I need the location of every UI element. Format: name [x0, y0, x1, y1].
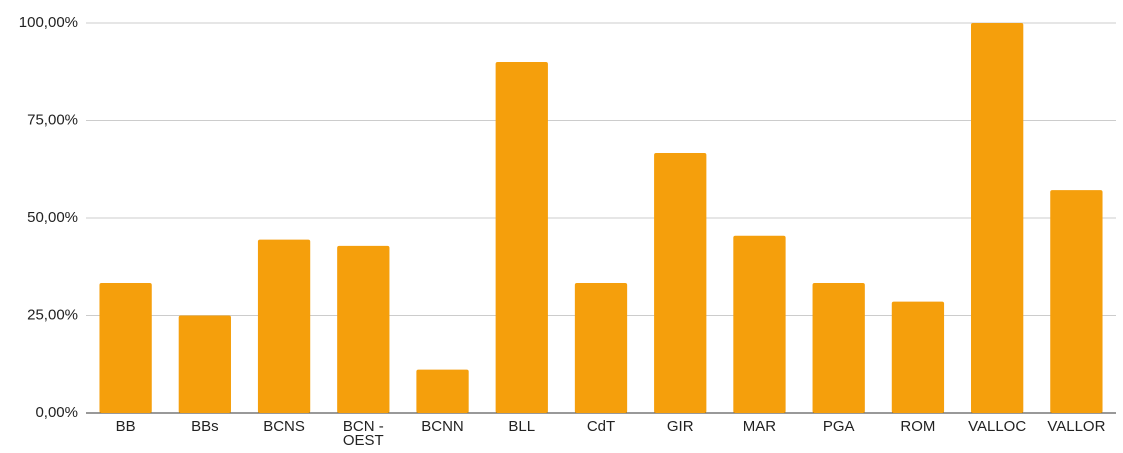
y-tick-label: 100,00%	[19, 14, 78, 31]
bar	[574, 283, 628, 413]
x-tick-label: VALLOC	[968, 418, 1027, 435]
x-tick-label: PGA	[822, 418, 855, 435]
x-tick-label: VALLOR	[1047, 418, 1106, 435]
bar	[733, 235, 786, 413]
x-tick-label: BCNN	[421, 418, 464, 435]
bar	[495, 62, 548, 413]
bar	[654, 152, 707, 413]
x-tick-label: ROM	[900, 418, 936, 435]
x-tick-label: GIR	[666, 418, 694, 435]
bar	[99, 283, 152, 413]
x-tick-label: BLL	[508, 418, 536, 435]
y-tick-label: 0,00%	[35, 404, 78, 421]
bar	[416, 369, 469, 413]
bar	[178, 315, 231, 413]
bar	[337, 245, 390, 413]
x-tick-label: CdT	[586, 418, 616, 435]
x-tick-label: BCN - OEST	[342, 418, 384, 449]
y-tick-label: 25,00%	[27, 306, 78, 323]
y-tick-label: 50,00%	[27, 209, 78, 226]
bar	[1050, 190, 1103, 413]
y-tick-label: 75,00%	[27, 111, 78, 128]
bar	[257, 239, 311, 413]
x-tick-label: BBs	[191, 418, 219, 435]
x-tick-label: MAR	[742, 418, 777, 435]
x-tick-label: BCNS	[263, 418, 305, 435]
bar	[971, 23, 1024, 413]
bar	[812, 283, 865, 413]
bar	[891, 301, 945, 413]
x-tick-label: BB	[115, 418, 136, 435]
